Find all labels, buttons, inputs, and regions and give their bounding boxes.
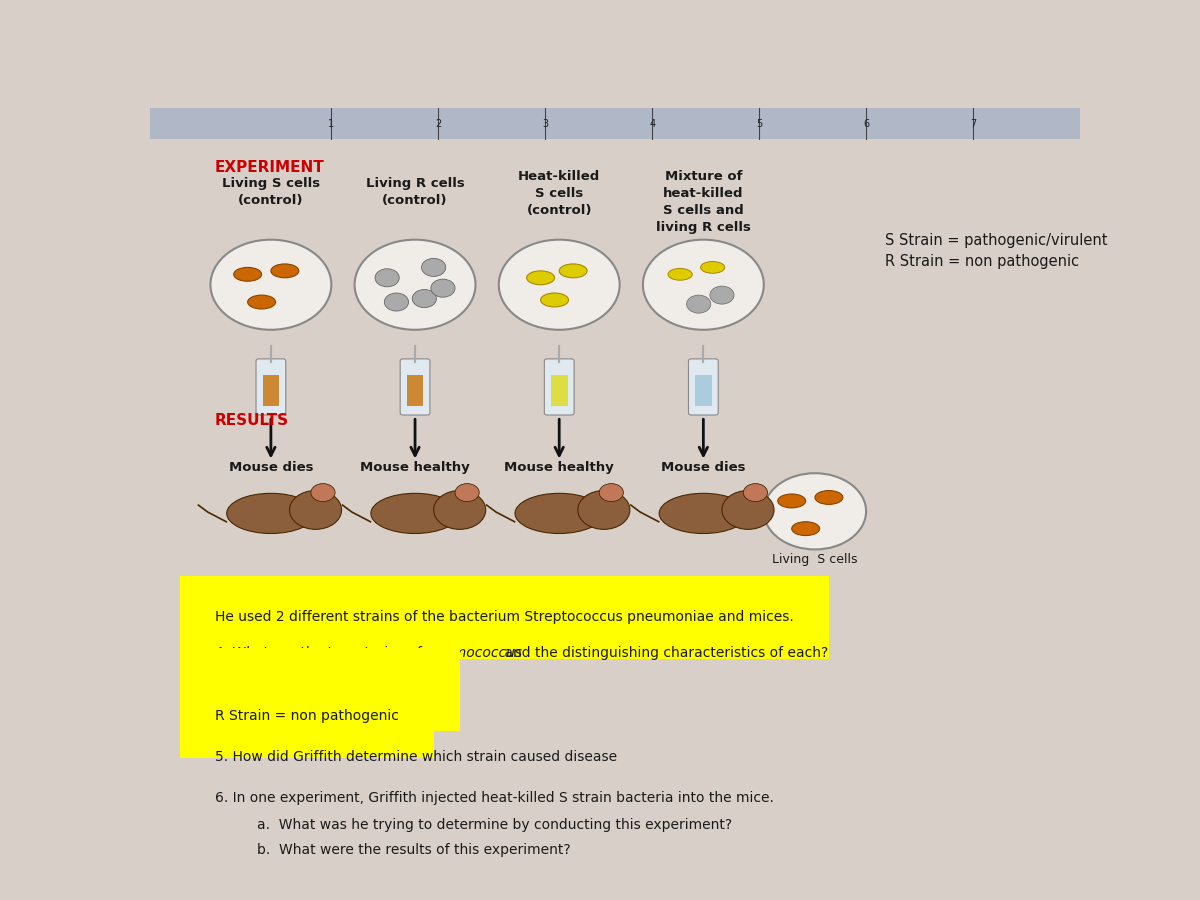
Circle shape	[311, 483, 335, 501]
Text: Mouse dies: Mouse dies	[661, 462, 745, 474]
FancyBboxPatch shape	[150, 108, 1080, 140]
Text: EXPERIMENT: EXPERIMENT	[215, 160, 325, 175]
Text: S Strain = pathogenic/virulent: S Strain = pathogenic/virulent	[215, 682, 426, 697]
Text: Mouse healthy: Mouse healthy	[504, 462, 614, 474]
Text: 4. What are the two strains of: 4. What are the two strains of	[215, 646, 426, 661]
FancyBboxPatch shape	[545, 359, 574, 415]
Circle shape	[763, 473, 866, 549]
Text: pneumococcus: pneumococcus	[418, 646, 522, 661]
Text: RESULTS: RESULTS	[215, 413, 289, 428]
Text: 3: 3	[542, 119, 548, 129]
Text: 6: 6	[863, 119, 869, 129]
Ellipse shape	[234, 267, 262, 281]
Circle shape	[210, 239, 331, 329]
Text: R Strain = non pathogenic: R Strain = non pathogenic	[884, 254, 1079, 268]
Ellipse shape	[371, 493, 460, 534]
Circle shape	[722, 491, 774, 529]
Circle shape	[686, 295, 710, 313]
Ellipse shape	[515, 493, 604, 534]
Ellipse shape	[271, 264, 299, 278]
Text: R Strain = non pathogenic: R Strain = non pathogenic	[215, 709, 398, 723]
Ellipse shape	[227, 493, 316, 534]
Text: 7: 7	[970, 119, 976, 129]
FancyBboxPatch shape	[695, 374, 712, 406]
Circle shape	[355, 239, 475, 329]
Circle shape	[421, 258, 445, 276]
Text: Living  S cells: Living S cells	[773, 553, 858, 566]
Text: Mixture of
heat-killed
S cells and
living R cells: Mixture of heat-killed S cells and livin…	[656, 170, 751, 234]
FancyBboxPatch shape	[689, 359, 719, 415]
Circle shape	[455, 483, 479, 501]
Ellipse shape	[778, 494, 805, 508]
Text: 6. In one experiment, Griffith injected heat-killed S strain bacteria into the m: 6. In one experiment, Griffith injected …	[215, 790, 774, 805]
Text: Heat-killed
S cells
(control): Heat-killed S cells (control)	[518, 170, 600, 218]
Circle shape	[431, 279, 455, 297]
FancyBboxPatch shape	[256, 359, 286, 415]
Ellipse shape	[668, 268, 692, 280]
Ellipse shape	[527, 271, 554, 284]
Text: b.  What were the results of this experiment?: b. What were the results of this experim…	[257, 843, 570, 858]
Circle shape	[643, 239, 764, 329]
Ellipse shape	[540, 293, 569, 307]
Text: Living R cells
(control): Living R cells (control)	[366, 177, 464, 207]
Ellipse shape	[659, 493, 748, 534]
Text: 3. What organism(s) did Griffith use in his experiment?: 3. What organism(s) did Griffith use in …	[215, 580, 596, 595]
Text: 5. How did Griffith determine which strain caused disease: 5. How did Griffith determine which stra…	[215, 751, 617, 764]
Ellipse shape	[247, 295, 276, 309]
FancyBboxPatch shape	[263, 374, 280, 406]
Text: S Strain = pathogenic/virulent: S Strain = pathogenic/virulent	[884, 233, 1108, 248]
Ellipse shape	[701, 262, 725, 274]
Circle shape	[376, 269, 400, 287]
Text: 4: 4	[649, 119, 655, 129]
Circle shape	[599, 483, 623, 501]
Text: Mouse dies: Mouse dies	[229, 462, 313, 474]
Circle shape	[289, 491, 342, 529]
Text: 1: 1	[329, 119, 335, 129]
Text: 5: 5	[756, 119, 762, 129]
Ellipse shape	[815, 491, 842, 504]
FancyBboxPatch shape	[407, 374, 424, 406]
Ellipse shape	[559, 264, 587, 278]
Circle shape	[578, 491, 630, 529]
FancyBboxPatch shape	[400, 359, 430, 415]
Circle shape	[710, 286, 734, 304]
Text: 2: 2	[436, 119, 442, 129]
Text: Living S cells
(control): Living S cells (control)	[222, 177, 320, 207]
Text: and the distinguishing characteristics of each?: and the distinguishing characteristics o…	[499, 646, 828, 661]
FancyBboxPatch shape	[551, 374, 568, 406]
Ellipse shape	[792, 522, 820, 536]
Circle shape	[384, 293, 408, 311]
Circle shape	[499, 239, 619, 329]
Circle shape	[743, 483, 768, 501]
Text: Mouse healthy: Mouse healthy	[360, 462, 470, 474]
Text: a.  What was he trying to determine by conducting this experiment?: a. What was he trying to determine by co…	[257, 818, 732, 832]
Circle shape	[433, 491, 486, 529]
Circle shape	[413, 290, 437, 308]
Text: He used 2 different strains of the bacterium Streptococcus pneumoniae and mices.: He used 2 different strains of the bacte…	[215, 610, 794, 625]
